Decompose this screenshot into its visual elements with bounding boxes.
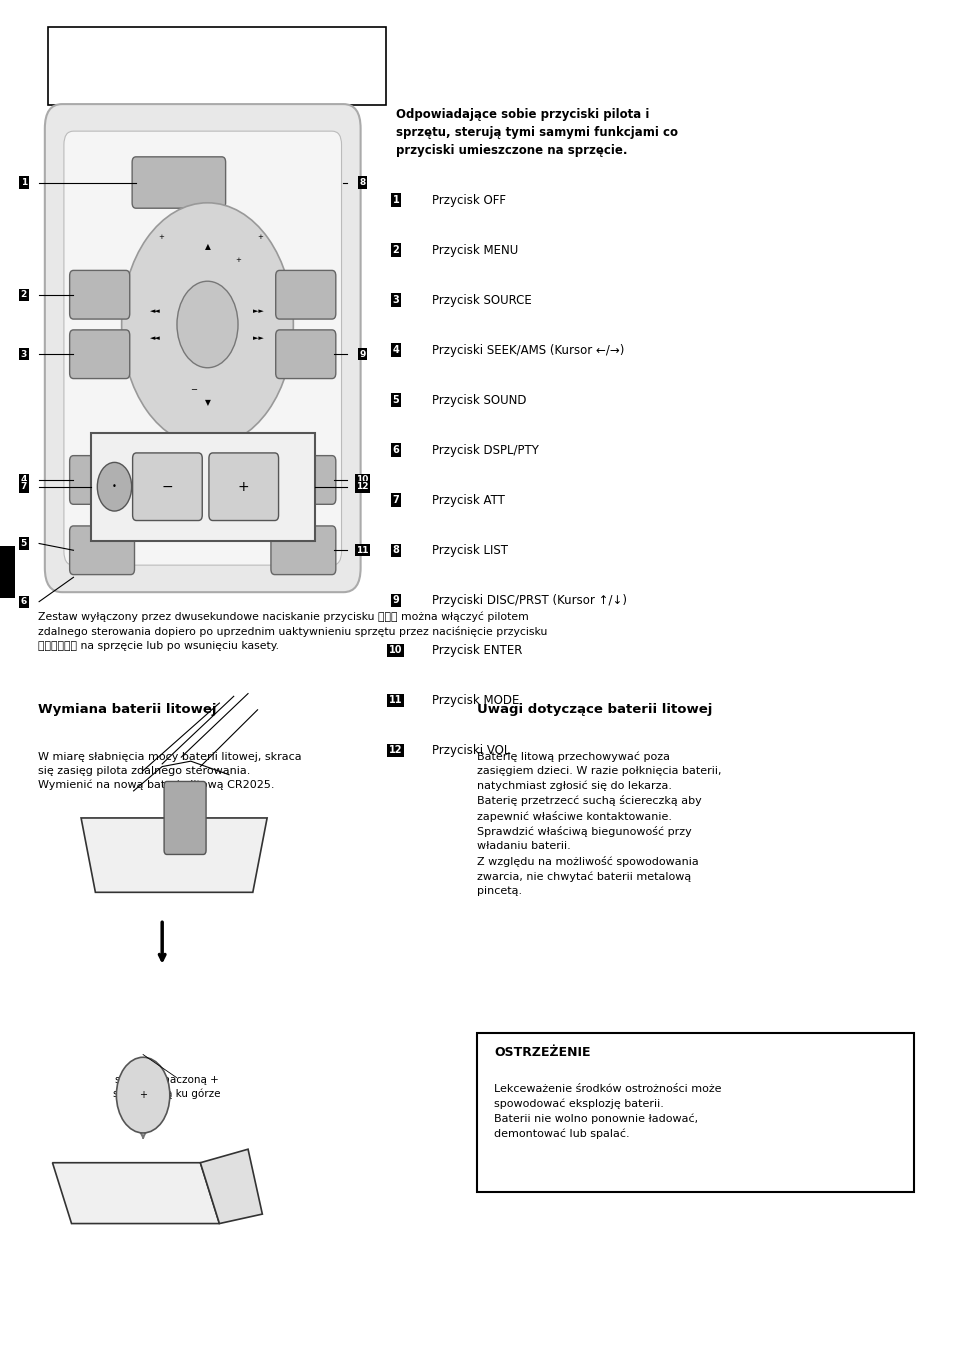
FancyBboxPatch shape (132, 157, 225, 208)
Text: +: + (234, 257, 241, 262)
Text: Przycisk SOURCE: Przycisk SOURCE (432, 293, 532, 307)
Text: +: + (256, 234, 263, 239)
Text: 7: 7 (21, 483, 27, 491)
Text: 2: 2 (392, 245, 399, 256)
Text: 11: 11 (355, 546, 369, 554)
FancyBboxPatch shape (275, 330, 335, 379)
Text: +: + (158, 234, 165, 239)
FancyBboxPatch shape (132, 453, 202, 521)
Text: Przycisk MENU: Przycisk MENU (432, 243, 517, 257)
Bar (0, 546, 15, 598)
FancyBboxPatch shape (164, 781, 206, 854)
Text: stroną oznaczoną +
skierowaną ku górze: stroną oznaczoną + skierowaną ku górze (113, 1075, 220, 1099)
Text: Przycisk OFF: Przycisk OFF (432, 193, 506, 207)
Circle shape (122, 203, 294, 446)
Text: Wymiana baterii litowej: Wymiana baterii litowej (38, 703, 216, 717)
Polygon shape (52, 1163, 219, 1224)
Text: Przycisk ENTER: Przycisk ENTER (432, 644, 522, 657)
Circle shape (116, 1057, 170, 1133)
Text: Przycisk ATT: Przycisk ATT (432, 493, 504, 507)
Text: Przyciski VOL: Przyciski VOL (432, 744, 510, 757)
Text: W miarę słabnięcia mocy baterii litowej, skraca
się zasięg pilota zdalnego stero: W miarę słabnięcia mocy baterii litowej,… (38, 752, 301, 791)
Text: •: • (112, 483, 117, 491)
FancyBboxPatch shape (70, 526, 134, 575)
Text: ◄◄: ◄◄ (150, 308, 160, 314)
Text: Uwagi dotyczące baterii litowej: Uwagi dotyczące baterii litowej (476, 703, 712, 717)
Text: Przycisk LIST: Przycisk LIST (432, 544, 508, 557)
Text: 1: 1 (392, 195, 399, 206)
Text: 2: 2 (21, 291, 27, 299)
Text: 8: 8 (359, 178, 365, 187)
Text: Przycisk SOUND: Przycisk SOUND (432, 393, 526, 407)
Text: ►►: ►► (253, 335, 266, 341)
Circle shape (97, 462, 132, 511)
Text: 9: 9 (392, 595, 399, 606)
Text: ◄◄: ◄◄ (150, 335, 160, 341)
Text: 10: 10 (356, 476, 368, 484)
Text: −: − (190, 385, 196, 393)
Text: 12: 12 (355, 483, 369, 491)
Text: Przycisk DSPL/PTY: Przycisk DSPL/PTY (432, 443, 538, 457)
Text: 4: 4 (392, 345, 399, 356)
FancyBboxPatch shape (64, 131, 341, 565)
Text: +: + (237, 480, 250, 493)
Text: Baterię litową przechowywać poza
zasięgiem dzieci. W razie połknięcia baterii,
n: Baterię litową przechowywać poza zasięgi… (476, 752, 720, 896)
Text: ▼: ▼ (204, 399, 211, 407)
Text: Odpowiadające sobie przyciski pilota i
sprzętu, sterują tymi samymi funkcjami co: Odpowiadające sobie przyciski pilota i s… (395, 108, 678, 157)
FancyBboxPatch shape (70, 270, 130, 319)
Text: 7: 7 (392, 495, 399, 506)
FancyBboxPatch shape (70, 330, 130, 379)
Text: Lekceważenie środków ostrożności może
spowodować eksplozję baterii.
Baterii nie : Lekceważenie środków ostrożności może sp… (494, 1084, 720, 1138)
Text: Przyciski SEEK/AMS (Kursor ←/→): Przyciski SEEK/AMS (Kursor ←/→) (432, 343, 624, 357)
Text: 8: 8 (392, 545, 399, 556)
FancyBboxPatch shape (275, 270, 335, 319)
FancyBboxPatch shape (209, 453, 278, 521)
Text: OSTRZEŻENIE: OSTRZEŻENIE (494, 1046, 590, 1060)
FancyBboxPatch shape (271, 456, 335, 504)
Text: 4: 4 (21, 476, 27, 484)
Text: 6: 6 (21, 598, 27, 606)
Text: 12: 12 (389, 745, 402, 756)
Text: Przycisk MODE: Przycisk MODE (432, 694, 519, 707)
Text: ▲: ▲ (204, 242, 211, 250)
Text: 5: 5 (21, 539, 27, 548)
Text: 11: 11 (389, 695, 402, 706)
Bar (91, 433, 314, 541)
Text: 9: 9 (359, 350, 365, 358)
Text: ►►: ►► (253, 308, 266, 314)
Bar (476, 1033, 913, 1192)
Circle shape (177, 281, 237, 368)
Text: Zestaw wyłączony przez dwusekundowe naciskanie przycisku ⓞⓕⓕ można włączyć pilot: Zestaw wyłączony przez dwusekundowe naci… (38, 611, 547, 652)
Text: 3: 3 (392, 295, 399, 306)
Text: 3: 3 (21, 350, 27, 358)
Text: 1: 1 (21, 178, 27, 187)
FancyBboxPatch shape (271, 526, 335, 575)
Text: 5: 5 (392, 395, 399, 406)
Text: 10: 10 (389, 645, 402, 656)
Text: 6: 6 (392, 445, 399, 456)
Text: −: − (161, 480, 173, 493)
Bar (48, 27, 386, 105)
Polygon shape (200, 1149, 262, 1224)
FancyBboxPatch shape (70, 456, 134, 504)
Polygon shape (81, 818, 267, 892)
Text: Przyciski DISC/PRST (Kursor ↑/↓): Przyciski DISC/PRST (Kursor ↑/↓) (432, 594, 626, 607)
Text: +: + (139, 1090, 147, 1101)
FancyBboxPatch shape (45, 104, 360, 592)
